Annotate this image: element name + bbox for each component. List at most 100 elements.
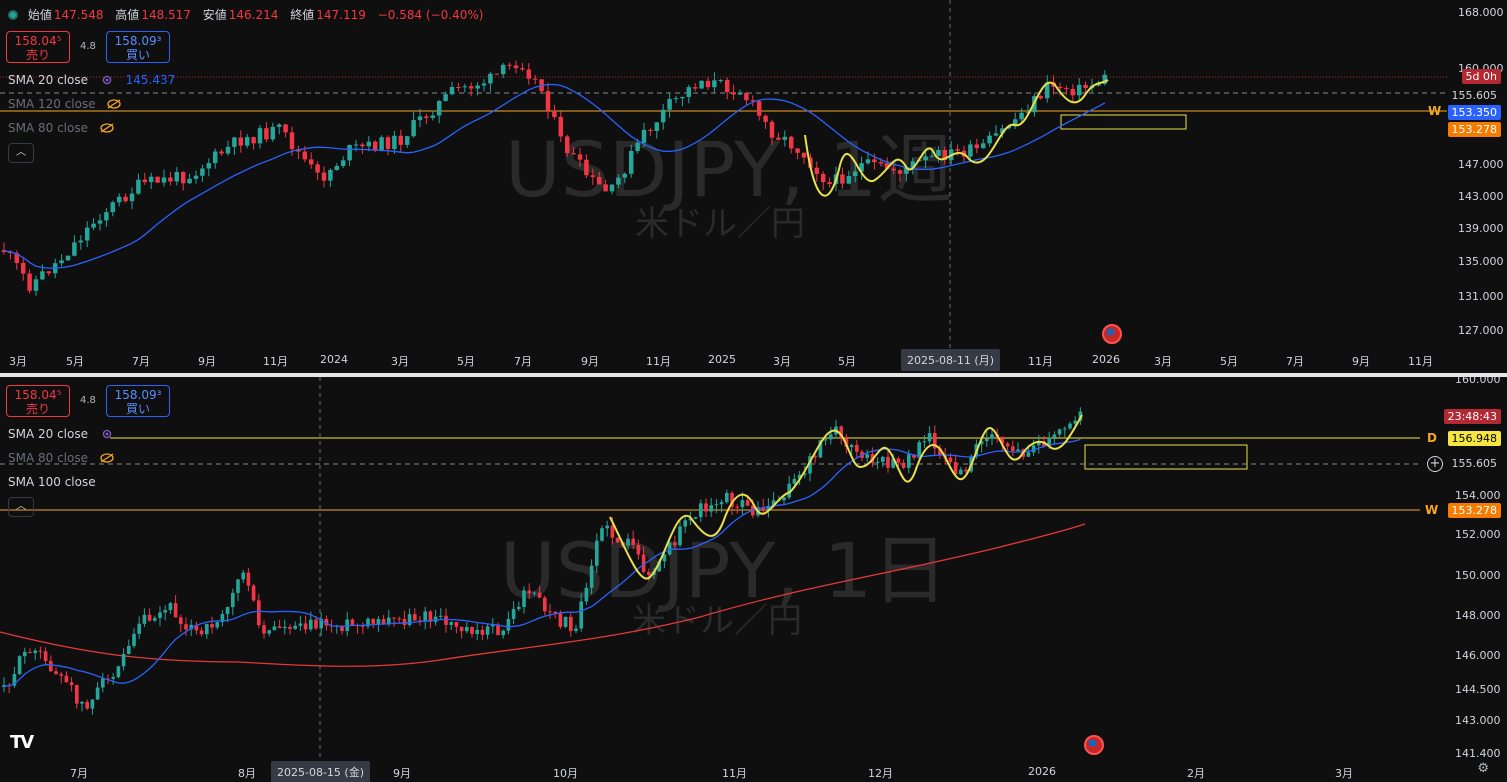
us-flag-event-icon[interactable] bbox=[1102, 324, 1122, 344]
price-tick-label: 146.000 bbox=[1455, 649, 1501, 662]
level-marker-w: W bbox=[1425, 503, 1439, 517]
candle-body bbox=[293, 625, 298, 629]
candle-body bbox=[526, 69, 532, 79]
candle-body bbox=[158, 612, 162, 618]
sell-button[interactable]: 158.04⁵ 売り bbox=[6, 31, 70, 63]
candle-body bbox=[506, 618, 511, 631]
candle-body bbox=[849, 444, 854, 448]
buy-button[interactable]: 158.09³ 買い bbox=[106, 31, 170, 63]
candle-body bbox=[244, 137, 250, 146]
candle-body bbox=[579, 601, 584, 629]
candle-body bbox=[958, 469, 963, 475]
candle-body bbox=[302, 151, 308, 160]
candle-body bbox=[64, 675, 69, 683]
orange-line-price-tag: 153.278 bbox=[1447, 122, 1501, 137]
candle-body bbox=[852, 171, 858, 177]
candle-body bbox=[456, 87, 461, 89]
sma-price-tag: 153.350 bbox=[1447, 105, 1501, 120]
candle-body bbox=[731, 92, 736, 95]
candle-body bbox=[204, 624, 209, 635]
candle-body bbox=[662, 554, 667, 562]
add-alert-icon[interactable]: + bbox=[1427, 456, 1443, 472]
price-tick-label: 143.000 bbox=[1458, 190, 1504, 203]
candle-body bbox=[766, 505, 771, 511]
pane-divider[interactable] bbox=[0, 373, 1507, 377]
candle-body bbox=[740, 500, 745, 508]
candle-body bbox=[1064, 88, 1069, 90]
candle-body bbox=[423, 611, 428, 622]
indicator-label: SMA 80 close bbox=[8, 451, 88, 465]
candle-body bbox=[17, 656, 22, 675]
candle-body bbox=[90, 699, 95, 709]
candle-body bbox=[12, 674, 17, 686]
indicator-sma80[interactable]: SMA 80 close bbox=[8, 121, 114, 135]
candle-body bbox=[1062, 428, 1067, 430]
candle-body bbox=[820, 173, 826, 183]
candle-body bbox=[610, 525, 615, 538]
candle-body bbox=[1010, 446, 1015, 452]
collapse-legend-button[interactable]: ︿ bbox=[8, 143, 34, 163]
candle-body bbox=[28, 651, 32, 654]
ohlc-legend: 始値 147.548 高値 148.517 安値 146.214 終値 147.119 … bbox=[8, 6, 491, 23]
weekly-chart-pane[interactable]: USDJPY, 1週 米ドル／円 始値 147.548 高値 148.517 安値 1… bbox=[0, 0, 1507, 373]
candle-body bbox=[923, 156, 928, 161]
candle-body bbox=[251, 137, 256, 144]
candle-body bbox=[548, 611, 552, 613]
indicator-sma100[interactable]: SMA 100 close bbox=[8, 475, 96, 489]
candle-body bbox=[241, 572, 246, 580]
countdown-tag: 23:48:43 bbox=[1443, 409, 1501, 424]
daily-candles[interactable] bbox=[0, 377, 1507, 782]
candle-body bbox=[236, 579, 240, 593]
time-tick-label: 11月 bbox=[646, 355, 671, 368]
candle-body bbox=[673, 98, 679, 100]
candle-body bbox=[1019, 112, 1024, 120]
buy-price: 158.09³ bbox=[114, 34, 162, 48]
candle-body bbox=[545, 91, 551, 111]
hidden-eye-icon[interactable] bbox=[100, 453, 114, 463]
candle-body bbox=[979, 441, 984, 445]
candle-body bbox=[490, 624, 495, 627]
candle-body bbox=[922, 441, 927, 443]
indicator-sma120[interactable]: SMA 120 close bbox=[8, 97, 122, 111]
candle-body bbox=[496, 624, 500, 636]
elliott-wave-drawing[interactable] bbox=[609, 414, 1083, 580]
candle-body bbox=[571, 153, 576, 155]
sell-price: 158.04⁵ bbox=[14, 388, 62, 402]
candle-body bbox=[444, 615, 448, 625]
change-value: −0.584 (−0.40%) bbox=[377, 8, 484, 22]
indicator-sma80[interactable]: SMA 80 close bbox=[8, 451, 114, 465]
candle-body bbox=[745, 500, 750, 506]
elliott-wave-drawing[interactable] bbox=[804, 79, 1109, 197]
settings-gear-icon[interactable]: ⚙ bbox=[1477, 761, 1489, 776]
candle-body bbox=[475, 85, 480, 89]
candle-body bbox=[91, 223, 96, 228]
us-flag-event-icon[interactable] bbox=[1084, 735, 1104, 755]
candle-body bbox=[129, 193, 135, 202]
daily-chart-pane[interactable]: USDJPY, 1日 米ドル／円 158.04⁵ 売り 4.8 158.09³ … bbox=[0, 377, 1507, 782]
candle-body bbox=[761, 507, 766, 511]
candle-body bbox=[168, 603, 173, 611]
candle-body bbox=[714, 504, 719, 506]
sell-button[interactable]: 158.04⁵ 売り bbox=[6, 385, 70, 417]
candle-body bbox=[350, 619, 355, 626]
hidden-eye-icon[interactable] bbox=[107, 99, 122, 109]
candle-body bbox=[20, 262, 26, 274]
candle-body bbox=[1016, 449, 1020, 452]
indicator-sma20[interactable]: SMA 20 close 145.437 bbox=[8, 73, 175, 87]
weekly-candles[interactable] bbox=[0, 0, 1507, 373]
indicator-label: SMA 120 close bbox=[8, 97, 96, 111]
candle-body bbox=[282, 626, 287, 629]
candle-body bbox=[795, 148, 800, 153]
collapse-legend-button[interactable]: ︿ bbox=[8, 497, 34, 517]
hidden-eye-icon[interactable] bbox=[100, 123, 114, 133]
candle-body bbox=[813, 456, 818, 458]
candle-body bbox=[511, 609, 516, 619]
candle-body bbox=[823, 439, 828, 441]
buy-button[interactable]: 158.09³ 買い bbox=[106, 385, 170, 417]
indicator-sma20[interactable]: SMA 20 close bbox=[8, 427, 114, 441]
candle-body bbox=[8, 252, 13, 254]
candle-body bbox=[424, 116, 429, 118]
candle-body bbox=[590, 175, 596, 177]
candle-body bbox=[137, 623, 142, 634]
time-tick-label: 2024 bbox=[320, 353, 348, 366]
